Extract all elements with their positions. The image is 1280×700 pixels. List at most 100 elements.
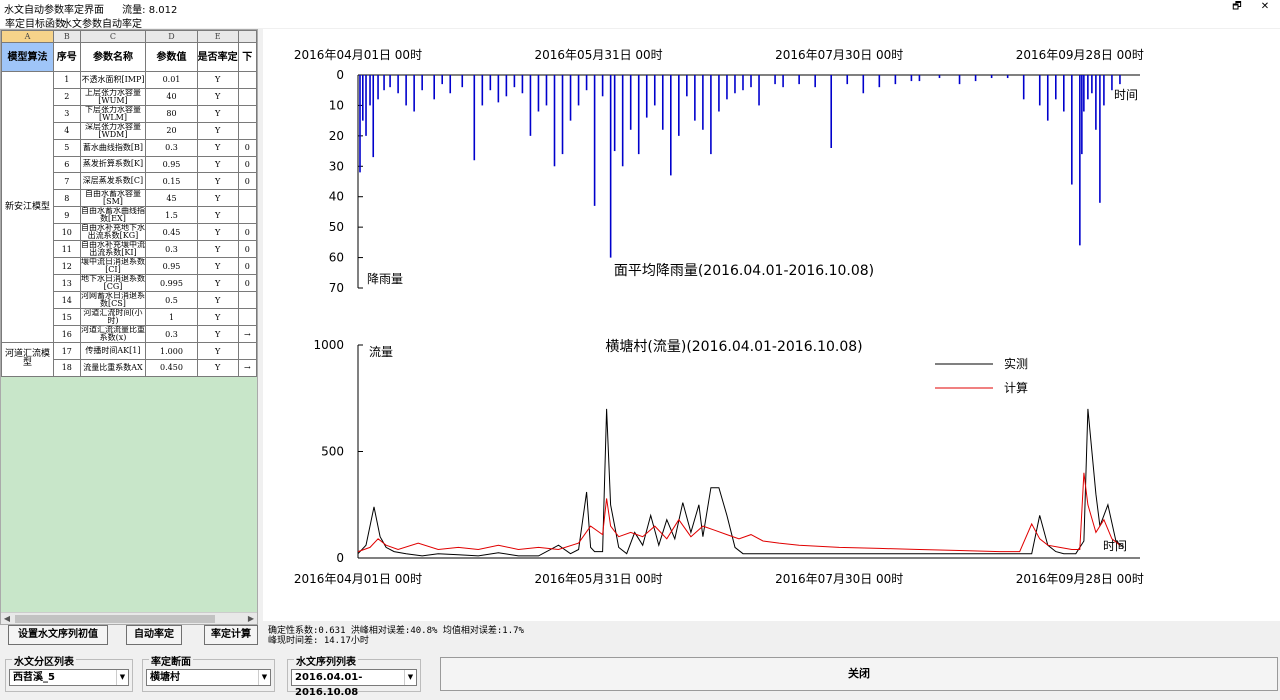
extra-cell[interactable]: → — [237, 358, 257, 377]
calibrate-flag-cell[interactable]: Y — [196, 325, 239, 344]
param-name-cell[interactable]: 自由水蓄水曲线指数[EX] — [79, 206, 147, 225]
row-number[interactable]: 3 — [53, 104, 81, 123]
param-name-cell[interactable]: 自由水补充地下水出流系数[KG] — [79, 223, 147, 242]
calibrate-calc-button[interactable]: 率定计算 — [204, 625, 258, 645]
row-number[interactable]: 15 — [53, 308, 81, 327]
column-letter[interactable]: C — [79, 30, 147, 43]
scroll-left-icon[interactable]: ◀ — [3, 614, 11, 623]
set-initial-series-button[interactable]: 设置水文序列初值 — [8, 625, 108, 645]
extra-cell[interactable]: 0 — [237, 257, 257, 276]
row-number[interactable]: 11 — [53, 240, 81, 259]
calibrate-flag-cell[interactable]: Y — [196, 240, 239, 259]
param-value-cell[interactable]: 20 — [145, 121, 198, 140]
param-value-cell[interactable]: 1 — [145, 308, 198, 327]
param-value-cell[interactable]: 0.3 — [145, 240, 198, 259]
param-value-cell[interactable]: 0.15 — [145, 172, 198, 191]
param-name-cell[interactable]: 下层张力水容量[WLM] — [79, 104, 147, 123]
parameter-grid[interactable]: A B C D E 模型算法 序号 参数名称 参数值 是否率定下新安江模型 1 不透水面积[IMP] 0… — [1, 30, 257, 377]
table-row[interactable]: 9 自由水蓄水曲线指数[EX] 1.5 Y — [2, 206, 257, 225]
extra-cell[interactable]: → — [237, 325, 257, 344]
param-name-cell[interactable]: 壤中流日消退系数[CI] — [79, 257, 147, 276]
row-number[interactable]: 9 — [53, 206, 81, 225]
row-number[interactable]: 14 — [53, 291, 81, 310]
row-number[interactable]: 1 — [53, 71, 81, 89]
table-row[interactable]: 15 河道汇流时间(小时) 1 Y — [2, 308, 257, 327]
param-value-cell[interactable]: 0.995 — [145, 274, 198, 293]
extra-cell[interactable]: 0 — [237, 274, 257, 293]
extra-cell[interactable] — [237, 121, 257, 140]
calibrate-flag-cell[interactable]: Y — [196, 223, 239, 242]
param-value-cell[interactable]: 0.3 — [145, 138, 198, 157]
column-header[interactable]: 参数值 — [145, 42, 198, 72]
chevron-down-icon[interactable]: ▼ — [116, 670, 128, 685]
calibrate-flag-cell[interactable]: Y — [196, 87, 239, 106]
row-number[interactable]: 2 — [53, 87, 81, 106]
calibrate-flag-cell[interactable]: Y — [196, 308, 239, 327]
column-letter[interactable]: E — [196, 30, 239, 43]
table-row[interactable]: 11 自由水补充壤中流出流系数[KI] 0.3 Y 0 — [2, 240, 257, 259]
param-name-cell[interactable]: 深层张力水容量[WDM] — [79, 121, 147, 140]
param-value-cell[interactable]: 0.95 — [145, 257, 198, 276]
row-number[interactable]: 17 — [53, 342, 81, 360]
extra-cell[interactable] — [237, 308, 257, 327]
table-row[interactable]: 新安江模型 1 不透水面积[IMP] 0.01 Y — [1, 70, 257, 344]
chevron-down-icon[interactable]: ▼ — [404, 670, 416, 685]
row-number[interactable]: 16 — [53, 325, 81, 344]
row-number[interactable]: 7 — [53, 172, 81, 191]
column-letter[interactable]: D — [145, 30, 198, 43]
extra-cell[interactable] — [237, 104, 257, 123]
row-number[interactable]: 8 — [53, 189, 81, 208]
scroll-right-icon[interactable]: ▶ — [247, 614, 255, 623]
extra-cell[interactable]: 0 — [237, 240, 257, 259]
calibrate-flag-cell[interactable]: Y — [196, 71, 239, 89]
extra-cell[interactable] — [237, 291, 257, 310]
model-group-cell[interactable]: 河道汇流模型 — [1, 342, 55, 377]
menu-auto-calibration[interactable]: 水文参数自动率定 — [62, 19, 142, 30]
column-header[interactable]: 序号 — [53, 42, 81, 72]
row-number[interactable]: 13 — [53, 274, 81, 293]
extra-cell[interactable]: 0 — [237, 223, 257, 242]
series-select[interactable]: 2016.04.01-2016.10.08 ▼ — [291, 669, 417, 698]
param-value-cell[interactable]: 0.5 — [145, 291, 198, 310]
param-name-cell[interactable]: 不透水面积[IMP] — [79, 71, 147, 89]
param-name-cell[interactable]: 流量比重系数AX — [79, 358, 147, 377]
row-number[interactable]: 6 — [53, 155, 81, 174]
column-header[interactable]: 下 — [237, 42, 257, 72]
window-close-button[interactable]: ✕ — [1260, 1, 1270, 12]
row-number[interactable]: 5 — [53, 138, 81, 157]
param-name-cell[interactable]: 自由水补充壤中流出流系数[KI] — [79, 240, 147, 259]
menu-objective-function[interactable]: 率定目标函数 — [5, 19, 65, 30]
param-value-cell[interactable]: 40 — [145, 87, 198, 106]
column-letter[interactable]: B — [53, 30, 81, 43]
param-name-cell[interactable]: 蒸发折算系数[K] — [79, 155, 147, 174]
extra-cell[interactable] — [237, 87, 257, 106]
calibrate-flag-cell[interactable]: Y — [196, 189, 239, 208]
table-row[interactable]: 河道汇流模型 17 传播时间AK[1] 1.000 Y — [1, 342, 257, 377]
restore-button[interactable]: 🗗 — [1232, 1, 1242, 12]
param-value-cell[interactable]: 1.000 — [145, 342, 198, 360]
param-value-cell[interactable]: 80 — [145, 104, 198, 123]
param-value-cell[interactable]: 0.45 — [145, 223, 198, 242]
param-name-cell[interactable]: 河道汇流时间(小时) — [79, 308, 147, 327]
extra-cell[interactable] — [237, 206, 257, 225]
param-value-cell[interactable]: 1.5 — [145, 206, 198, 225]
param-name-cell[interactable]: 河网蓄水日消退系数[CS] — [79, 291, 147, 310]
calibrate-flag-cell[interactable]: Y — [196, 172, 239, 191]
scroll-thumb[interactable] — [15, 615, 215, 623]
param-value-cell[interactable]: 45 — [145, 189, 198, 208]
table-row[interactable]: 14 河网蓄水日消退系数[CS] 0.5 Y — [2, 291, 257, 310]
param-name-cell[interactable]: 蓄水曲线指数[B] — [79, 138, 147, 157]
calibrate-flag-cell[interactable]: Y — [196, 155, 239, 174]
calibrate-flag-cell[interactable]: Y — [196, 291, 239, 310]
extra-cell[interactable] — [237, 189, 257, 208]
table-row[interactable]: 7 深层蒸发系数[C] 0.15 Y 0 — [2, 172, 257, 191]
auto-calibrate-button[interactable]: 自动率定 — [126, 625, 182, 645]
table-row[interactable]: 5 蓄水曲线指数[B] 0.3 Y 0 — [2, 138, 257, 157]
calibrate-flag-cell[interactable]: Y — [196, 104, 239, 123]
column-letter[interactable] — [237, 30, 257, 43]
param-value-cell[interactable]: 0.01 — [145, 71, 198, 89]
column-header[interactable]: 模型算法 — [1, 42, 55, 72]
row-number[interactable]: 12 — [53, 257, 81, 276]
extra-cell[interactable]: 0 — [237, 138, 257, 157]
calibrate-flag-cell[interactable]: Y — [196, 274, 239, 293]
